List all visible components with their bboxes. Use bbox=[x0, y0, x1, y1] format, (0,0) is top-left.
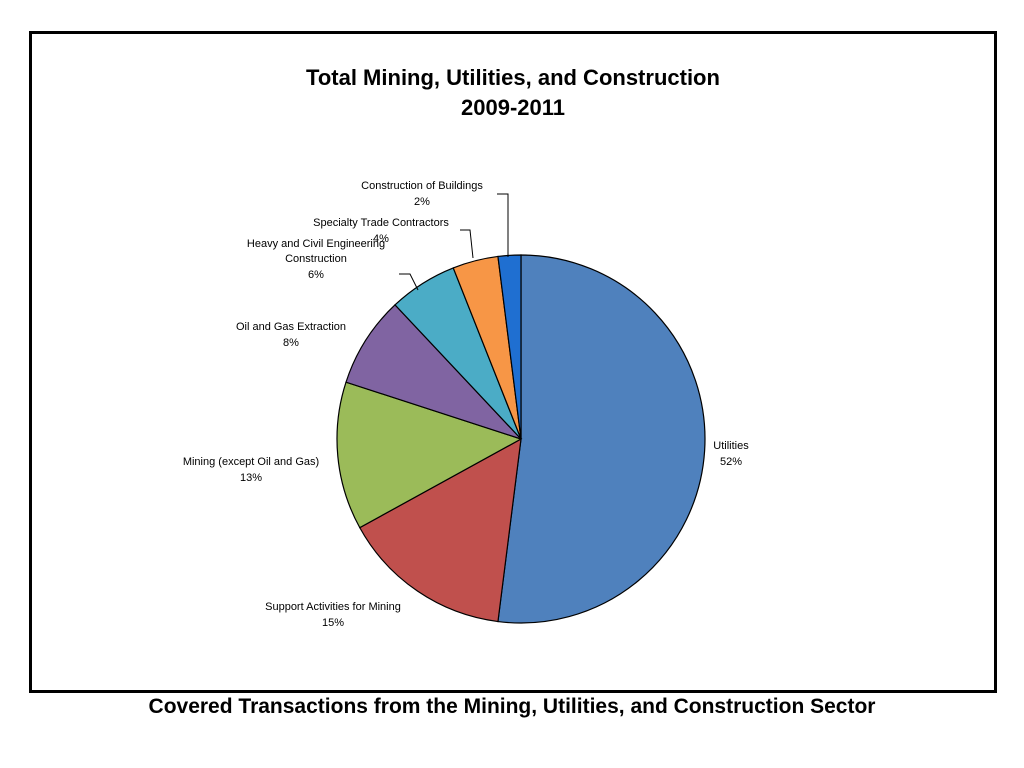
leader-line bbox=[497, 193, 509, 257]
slice-percent: 2% bbox=[414, 196, 430, 208]
slice-label: Heavy and Civil Engineering Construction 6… bbox=[247, 238, 385, 281]
chart-subtitle: 2009-2011 bbox=[461, 95, 565, 120]
slice-percent: 52% bbox=[720, 456, 742, 468]
slice-label: Support Activities for Mining 15% bbox=[265, 601, 401, 629]
slice-percent: 4% bbox=[373, 233, 389, 245]
slice-label: Construction of Buildings 2% bbox=[361, 180, 483, 208]
pie-slice-oil-and-gas-extraction bbox=[345, 304, 522, 440]
pie-slice-mining-except-oil-and-gas bbox=[336, 381, 523, 529]
slice-percent: 15% bbox=[322, 617, 344, 629]
pie-slice-support-activities-for-mining bbox=[358, 437, 522, 623]
slice-label: Oil and Gas Extraction 8% bbox=[236, 321, 346, 349]
slice-label: Mining (except Oil and Gas) 13% bbox=[183, 456, 319, 484]
figure-caption: Covered Transactions from the Mining, Ut… bbox=[148, 695, 876, 718]
leader-line bbox=[460, 229, 474, 259]
slice-label: Utilities 52% bbox=[713, 440, 749, 468]
pie-slice-utilities bbox=[497, 254, 706, 624]
chart-title: Total Mining, Utilities, and Constructio… bbox=[306, 65, 720, 90]
slice-percent: 8% bbox=[283, 337, 299, 349]
slice-label: Specialty Trade Contractors 4% bbox=[313, 217, 449, 245]
slice-percent: 13% bbox=[240, 472, 262, 484]
pie-slice-construction-of-buildings bbox=[497, 254, 522, 440]
leader-line bbox=[399, 273, 419, 291]
slice-percent: 6% bbox=[308, 269, 324, 281]
